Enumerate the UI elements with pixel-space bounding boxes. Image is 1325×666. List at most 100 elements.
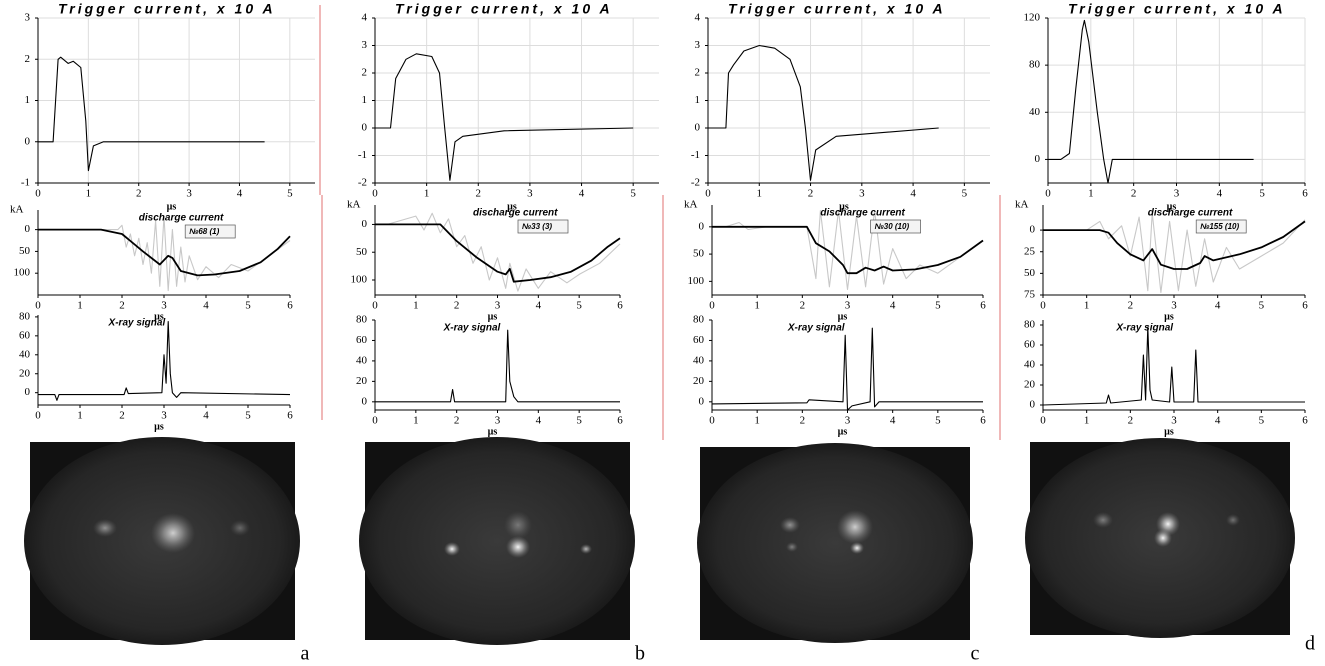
y-tick-label: 80	[1029, 59, 1041, 71]
x-tick-label: 3	[1174, 188, 1180, 200]
x-tick-label: 0	[372, 188, 378, 200]
y-tick-label: 80	[356, 314, 368, 326]
y-tick-label: 20	[19, 367, 31, 379]
panel-label: a	[301, 643, 310, 665]
y-tick-label: 1	[25, 94, 31, 106]
y-tick-label: 0	[25, 223, 31, 235]
y-tick-label: 0	[1030, 224, 1036, 236]
chart: 0 40 80 120 0 1 2 3 4 5 6 Trigger current, x 10 A µs	[1024, 1, 1309, 213]
x-tick-label: 5	[1259, 188, 1265, 200]
y-tick-label: 25	[1024, 245, 1036, 257]
x-axis-label: µs	[1167, 201, 1177, 212]
x-tick-label: 4	[910, 188, 916, 200]
x-tick-label: 3	[495, 415, 501, 427]
x-axis-label: µs	[488, 426, 498, 437]
y-tick-label: 75	[1024, 289, 1036, 301]
x-tick-label: 0	[1040, 300, 1046, 312]
y-tick-label: 50	[693, 248, 705, 260]
y-tick-label: 3	[25, 12, 31, 24]
x-tick-label: 0	[35, 410, 41, 422]
y-tick-label: 2	[25, 53, 31, 65]
panel-label: d	[1305, 633, 1315, 655]
chart: -1 0 1 2 3 0 1 2 3 4 5 Trigger current, x 10 A µs	[21, 1, 315, 212]
camera-image-a	[24, 437, 300, 645]
x-tick-label: 1	[754, 300, 760, 312]
x-tick-label: 3	[161, 300, 167, 312]
x-tick-label: 3	[495, 300, 501, 312]
x-axis-label: µs	[1164, 311, 1174, 322]
x-tick-label: 4	[579, 188, 585, 200]
x-tick-label: 3	[1171, 300, 1177, 312]
y-tick-label: 60	[19, 329, 31, 341]
x-tick-label: 1	[1084, 415, 1090, 427]
x-tick-label: 0	[372, 415, 378, 427]
y-tick-label: -1	[358, 149, 367, 161]
x-axis-label: µs	[839, 201, 849, 212]
y-tick-label: 4	[362, 12, 368, 24]
data-line	[708, 44, 939, 181]
y-tick-label: 100	[351, 274, 368, 286]
x-tick-label: 2	[454, 415, 460, 427]
y-tick-label: 0	[362, 122, 368, 134]
y-tick-label: 60	[693, 334, 705, 346]
y-tick-label: 0	[362, 218, 368, 230]
annotation-box	[184, 224, 236, 239]
x-tick-label: 2	[476, 188, 482, 200]
x-tick-label: 2	[454, 300, 460, 312]
y-tick-label: 50	[1024, 267, 1036, 279]
x-tick-label: 1	[757, 188, 763, 200]
annotation-box	[870, 219, 921, 234]
y-tick-label: 0	[25, 135, 31, 147]
x-axis-label: µs	[1164, 426, 1174, 437]
y-tick-label: 0	[699, 220, 705, 232]
y-tick-label: 60	[356, 334, 368, 346]
y-tick-label: 1	[362, 94, 368, 106]
y-tick-label: 0	[25, 386, 31, 398]
x-tick-label: 6	[617, 300, 623, 312]
y-tick-label: 100	[14, 267, 31, 279]
x-tick-label: 2	[119, 410, 125, 422]
y-tick-label: 0	[1030, 399, 1036, 411]
x-tick-label: 6	[980, 415, 986, 427]
y-tick-label: 60	[1024, 339, 1036, 351]
chart-title: X-ray signal	[443, 323, 501, 334]
x-tick-label: 4	[203, 300, 209, 312]
y-tick-label: 120	[1024, 12, 1041, 24]
x-tick-label: 2	[119, 300, 125, 312]
annotation: №155 (10)	[1200, 222, 1239, 231]
x-tick-label: 4	[536, 300, 542, 312]
data-line	[375, 53, 634, 181]
y-tick-label: -2	[358, 177, 367, 189]
separators	[319, 5, 1001, 440]
chart-title: X-ray signal	[787, 323, 845, 334]
x-tick-label: 6	[980, 300, 986, 312]
x-tick-label: 3	[845, 415, 851, 427]
data-line	[711, 327, 983, 411]
x-tick-label: 6	[1302, 188, 1308, 200]
chart: -2 -1 0 1 2 3 4 0 1 2 3 4 5 Trigger current, x 10 A µs	[691, 1, 990, 212]
x-tick-label: 1	[413, 415, 419, 427]
x-axis-label: µs	[167, 201, 177, 212]
y-axis-label: kA	[10, 204, 24, 216]
data-line	[38, 56, 265, 172]
data-line	[375, 223, 621, 283]
x-tick-label: 0	[1045, 188, 1051, 200]
x-tick-label: 1	[413, 300, 419, 312]
y-tick-label: 100	[688, 275, 705, 287]
y-tick-label: -1	[21, 177, 30, 189]
chart-title: Trigger current, x 10 A	[728, 1, 946, 17]
x-tick-label: 6	[287, 300, 293, 312]
y-tick-label: 0	[362, 395, 368, 407]
y-tick-label: -1	[691, 149, 700, 161]
annotation: №33 (3)	[522, 222, 552, 231]
y-tick-label: 20	[356, 375, 368, 387]
x-tick-label: 4	[890, 415, 896, 427]
x-tick-label: 0	[372, 300, 378, 312]
x-tick-label: 5	[962, 188, 968, 200]
y-tick-label: 4	[695, 12, 701, 24]
y-tick-label: -2	[691, 177, 700, 189]
